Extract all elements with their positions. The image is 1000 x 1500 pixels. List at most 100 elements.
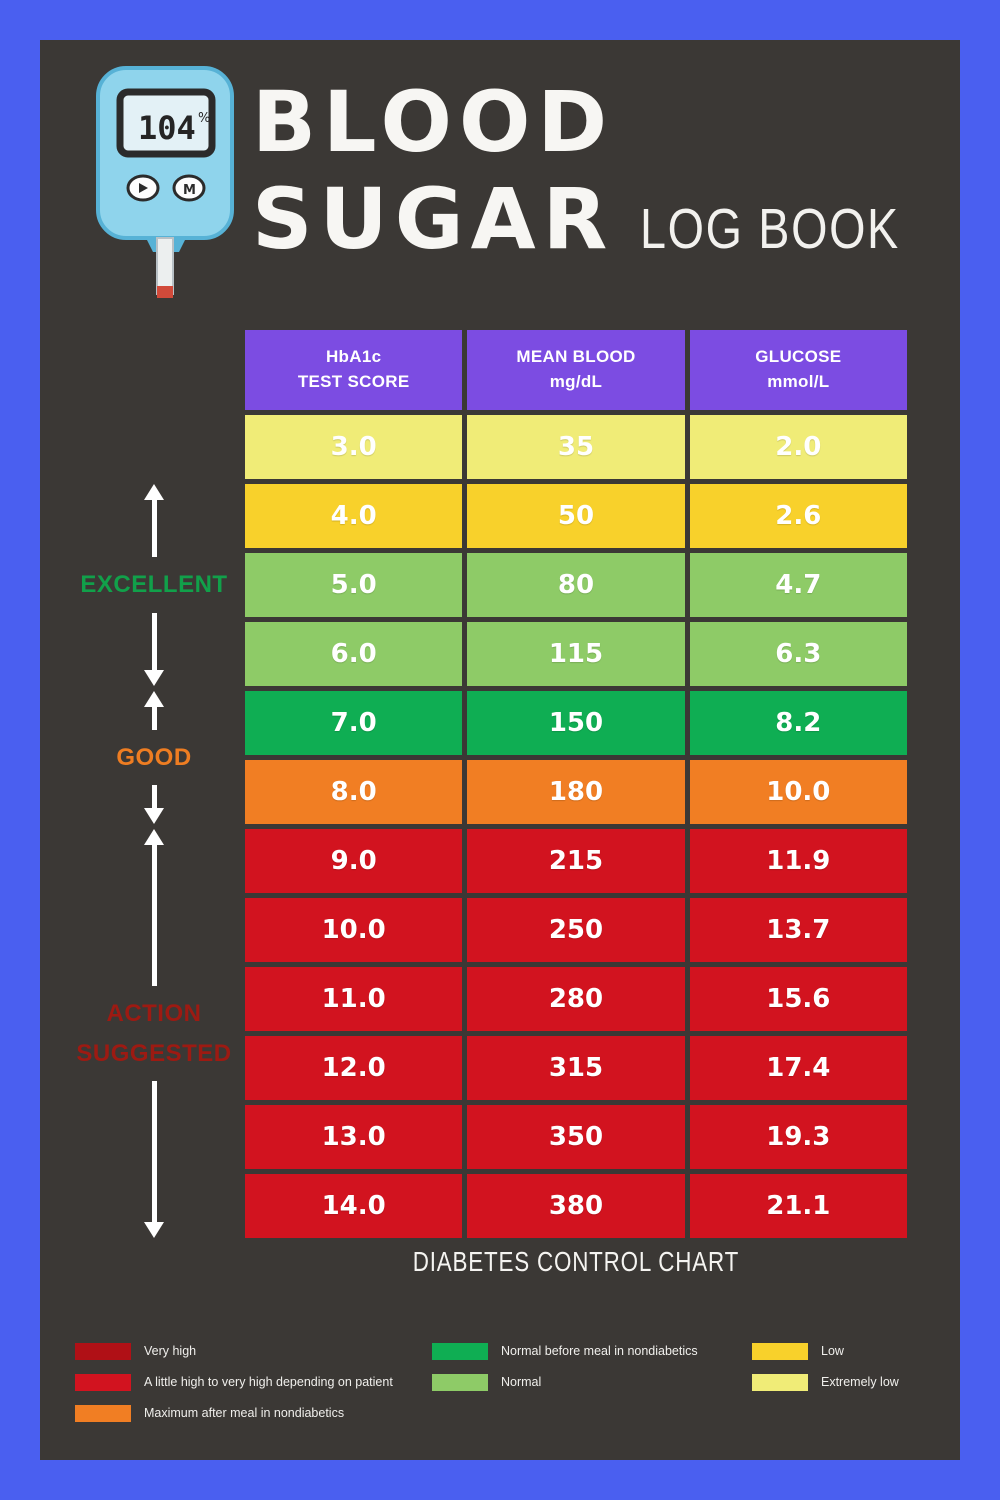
table-cell: 10.0 [245, 898, 463, 962]
chart-caption-text: DIABETES CONTROL CHART [412, 1246, 740, 1277]
table-cell: 350 [467, 1105, 685, 1169]
column-header-hba1c: HbA1c TEST SCORE [245, 330, 463, 410]
table-cell: 280 [467, 967, 685, 1031]
legend-group-2: Normal before meal in nondiabetics Normal [432, 1342, 698, 1391]
table-cell: 12.0 [245, 1036, 463, 1100]
legend-label: A little high to very high depending on … [144, 1375, 393, 1389]
legend-item: Normal before meal in nondiabetics [432, 1342, 698, 1360]
legend-label: Low [821, 1344, 844, 1358]
title-line-1: BLOOD [252, 73, 615, 171]
table-cell: 80 [467, 553, 685, 617]
table-cell: 5.0 [245, 553, 463, 617]
table-cell: 4.7 [689, 553, 907, 617]
up-arrow-icon [68, 691, 240, 730]
legend-swatch [752, 1373, 808, 1391]
table-cell: 115 [467, 622, 685, 686]
test-strip [156, 237, 174, 295]
poster-panel: 104 % M BLOOD SUGAR LOG BOOK EX [40, 40, 960, 1460]
title-block: BLOOD SUGAR LOG BOOK [252, 73, 957, 269]
table-cell: 380 [467, 1174, 685, 1238]
table-cell: 13.7 [689, 898, 907, 962]
title-line-2: SUGAR [252, 170, 615, 269]
table-cell: 6.0 [245, 622, 463, 686]
svg-text:M: M [183, 183, 196, 198]
column-header-mean-blood: MEAN BLOOD mg/dL [467, 330, 685, 410]
table-cell: 10.0 [689, 760, 907, 824]
table-cell: 17.4 [689, 1036, 907, 1100]
column-header-text: TEST SCORE [297, 372, 410, 391]
table-cell: 6.3 [689, 622, 907, 686]
meter-display-unit: % [198, 111, 210, 126]
legend-item: Normal [432, 1373, 698, 1391]
table-cell: 50 [467, 484, 685, 548]
legend-group-1: Very high A little high to very high depe… [75, 1342, 393, 1422]
table-cell: 11.0 [245, 967, 463, 1031]
legend-label: Maximum after meal in nondiabetics [144, 1406, 345, 1420]
zone-label: ACTION SUGGESTED [76, 999, 232, 1067]
table-cell: 35 [467, 415, 685, 479]
table-header-row: HbA1c TEST SCORE MEAN BLOOD mg/dL GLUCOS… [245, 330, 907, 410]
meter-display-value: 104 [138, 109, 196, 147]
column-header-text: MEAN BLOOD [516, 347, 636, 367]
glucose-meter-icon: 104 % M [96, 66, 234, 298]
legend-swatch [75, 1404, 131, 1422]
chart-table-body: 3.0 35 2.0 4.0 50 2.6 5.0 80 4.7 6.0 115 6.3 7.0 150 8… [245, 415, 907, 1238]
legend-item: A little high to very high depending on … [75, 1373, 393, 1391]
table-cell: 15.6 [689, 967, 907, 1031]
zone-excellent: EXCELLENT [68, 484, 240, 686]
chart-caption: DIABETES CONTROL CHART [245, 1246, 907, 1278]
table-cell: 19.3 [689, 1105, 907, 1169]
meter-right-button [172, 174, 206, 202]
table-cell: 150 [467, 691, 685, 755]
down-arrow-icon [68, 612, 240, 686]
legend-swatch [75, 1342, 131, 1360]
table-cell: 8.2 [689, 691, 907, 755]
table-cell: 13.0 [245, 1105, 463, 1169]
legend-item: Extremely low [752, 1373, 899, 1391]
table-cell: 7.0 [245, 691, 463, 755]
legend-item: Very high [75, 1342, 393, 1360]
column-header-text: HbA1c [325, 347, 382, 367]
legend-label: Very high [144, 1344, 197, 1358]
legend: Very high A little high to very high depe… [40, 1342, 960, 1452]
title-suffix: LOG BOOK [640, 197, 901, 262]
table-cell: 2.0 [689, 415, 907, 479]
column-header-text: mmol/L [767, 372, 830, 391]
legend-item: Maximum after meal in nondiabetics [75, 1404, 393, 1422]
zone-good: GOOD [68, 691, 240, 824]
table-cell: 3.0 [245, 415, 463, 479]
zone-label: EXCELLENT [80, 571, 228, 599]
down-arrow-icon [68, 785, 240, 824]
table-cell: 21.1 [689, 1174, 907, 1238]
up-arrow-icon [68, 829, 240, 986]
legend-label: Normal before meal in nondiabetics [501, 1344, 698, 1358]
table-cell: 180 [467, 760, 685, 824]
up-arrow-icon [68, 484, 240, 558]
table-cell: 2.6 [689, 484, 907, 548]
glucose-meter-illustration: 104 % M [86, 60, 254, 315]
column-header-glucose: GLUCOSE mmol/L [689, 330, 907, 410]
legend-swatch [432, 1342, 488, 1360]
table-cell: 215 [467, 829, 685, 893]
legend-swatch [432, 1373, 488, 1391]
table-cell: 9.0 [245, 829, 463, 893]
rating-scale-rail: EXCELLENT GOOD ACTION SUGGESTED [68, 330, 240, 1238]
table-cell: 315 [467, 1036, 685, 1100]
legend-swatch [75, 1373, 131, 1391]
table-cell: 14.0 [245, 1174, 463, 1238]
legend-label: Extremely low [821, 1375, 899, 1389]
legend-item: Low [752, 1342, 899, 1360]
legend-label: Normal [501, 1375, 542, 1389]
table-cell: 4.0 [245, 484, 463, 548]
column-header-text: GLUCOSE [755, 347, 842, 367]
column-header-text: mg/dL [549, 372, 603, 391]
table-cell: 8.0 [245, 760, 463, 824]
down-arrow-icon [68, 1081, 240, 1238]
legend-swatch [752, 1342, 808, 1360]
zone-label: GOOD [116, 743, 192, 771]
table-cell: 11.9 [689, 829, 907, 893]
legend-group-3: Low Extremely low [752, 1342, 899, 1391]
table-cell: 250 [467, 898, 685, 962]
diabetes-control-table: HbA1c TEST SCORE MEAN BLOOD mg/dL GLUCOS… [245, 330, 907, 1238]
